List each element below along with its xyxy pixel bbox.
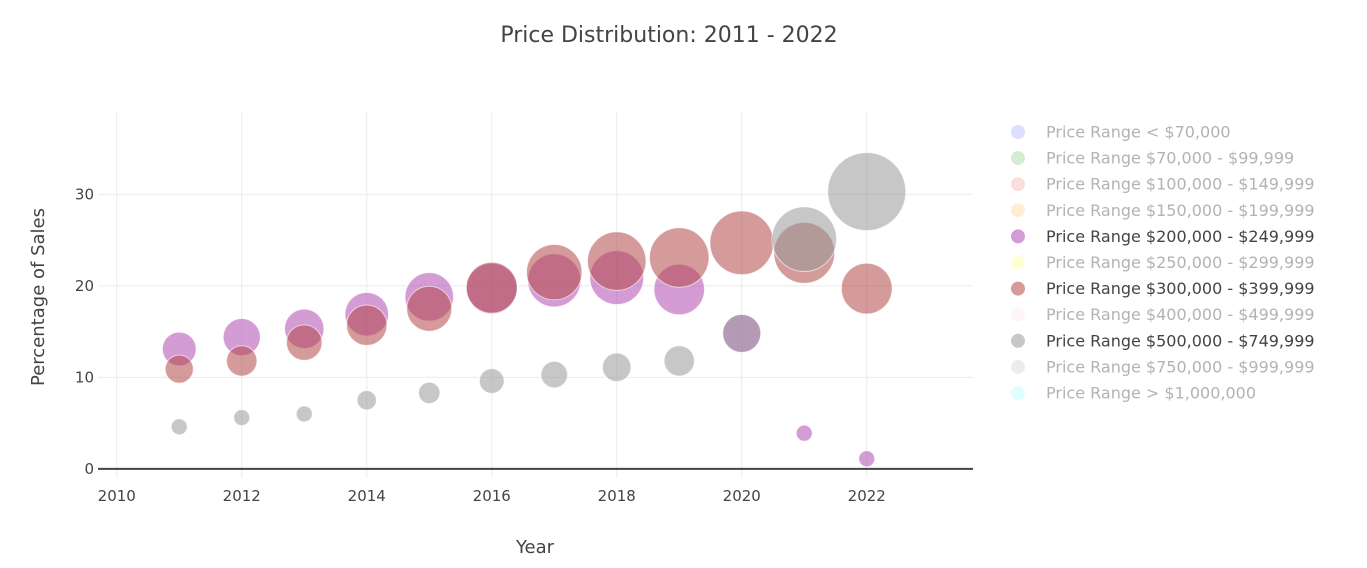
legend-marker [1011, 333, 1025, 348]
x-tick-label: 2010 [98, 487, 136, 505]
bubble-point[interactable] [587, 231, 647, 291]
legend-item[interactable]: Price Range $150,000 - $199,999 [1011, 201, 1315, 220]
bubble-point[interactable] [709, 210, 775, 276]
bubble-point[interactable] [795, 424, 813, 442]
bubble-point[interactable] [478, 368, 505, 394]
legend-label: Price Range $150,000 - $199,999 [1046, 201, 1315, 220]
legend-marker [1011, 281, 1025, 296]
x-tick-label: 2012 [223, 487, 261, 505]
y-axis-label: Percentage of Sales [28, 208, 49, 386]
x-tick-label: 2022 [848, 487, 886, 505]
legend-item[interactable]: Price Range $400,000 - $499,999 [1011, 305, 1315, 324]
legend-label: Price Range > $1,000,000 [1046, 384, 1256, 403]
bubble-point[interactable] [663, 345, 695, 377]
bubble-point[interactable] [356, 390, 377, 411]
bubble-point[interactable] [465, 261, 518, 314]
bubble-point[interactable] [406, 285, 453, 332]
legend-label: Price Range < $70,000 [1046, 123, 1231, 142]
legend: Price Range < $70,000 Price Range $70,000… [1011, 123, 1315, 403]
bubble-point[interactable] [526, 243, 583, 301]
legend-item[interactable]: Price Range $750,000 - $999,999 [1011, 357, 1315, 376]
legend-item[interactable]: Price Range $500,000 - $749,999 [1011, 331, 1315, 350]
bubble-point[interactable] [540, 360, 569, 389]
legend-label: Price Range $750,000 - $999,999 [1046, 357, 1315, 376]
legend-label: Price Range $100,000 - $149,999 [1046, 175, 1315, 194]
x-tick-label: 2014 [348, 487, 386, 505]
legend-item[interactable]: Price Range > $1,000,000 [1011, 384, 1256, 403]
y-tick-label: 0 [84, 460, 94, 478]
legend-label: Price Range $70,000 - $99,999 [1046, 149, 1294, 168]
bubble-point[interactable] [840, 262, 893, 315]
legend-label: Price Range $200,000 - $249,999 [1046, 227, 1315, 246]
x-tick-label: 2018 [598, 487, 636, 505]
legend-item[interactable]: Price Range $200,000 - $249,999 [1011, 227, 1315, 246]
legend-item[interactable]: Price Range $300,000 - $399,999 [1011, 279, 1315, 298]
legend-marker [1011, 177, 1025, 192]
bubble-point[interactable] [295, 405, 313, 423]
legend-item[interactable]: Price Range $250,000 - $299,999 [1011, 253, 1315, 272]
bubble-point[interactable] [649, 227, 710, 288]
bubble-point[interactable] [226, 345, 258, 377]
legend-label: Price Range $400,000 - $499,999 [1046, 305, 1315, 324]
legend-marker [1011, 307, 1025, 322]
bubble-point[interactable] [858, 450, 876, 468]
bubble-point[interactable] [827, 152, 907, 232]
bubble-point[interactable] [601, 352, 632, 383]
legend-label: Price Range $500,000 - $749,999 [1046, 331, 1315, 350]
bubble-point[interactable] [418, 381, 441, 405]
legend-item[interactable]: Price Range < $70,000 [1011, 123, 1231, 142]
bubble-point[interactable] [346, 304, 388, 346]
legend-marker [1011, 203, 1025, 218]
x-tick-label: 2020 [723, 487, 761, 505]
bubble-point[interactable] [170, 418, 188, 436]
bubble-point[interactable] [771, 206, 838, 272]
bubble-point[interactable] [233, 409, 251, 427]
bubble-point[interactable] [164, 354, 194, 384]
legend-item[interactable]: Price Range $70,000 - $99,999 [1011, 149, 1294, 168]
y-tick-label: 20 [75, 277, 94, 295]
legend-marker [1011, 151, 1025, 166]
y-tick-label: 30 [75, 185, 94, 203]
legend-label: Price Range $300,000 - $399,999 [1046, 279, 1315, 298]
x-tick-label: 2016 [473, 487, 511, 505]
legend-marker [1011, 359, 1025, 374]
bubbles [161, 152, 907, 468]
legend-marker [1011, 125, 1025, 139]
x-axis-ticks: 2010 2012 2014 2016 2018 2020 2022 [98, 487, 886, 505]
y-axis-ticks: 0 10 20 30 [75, 185, 94, 478]
legend-marker [1011, 255, 1025, 270]
bubble-point[interactable] [285, 324, 323, 361]
legend-label: Price Range $250,000 - $299,999 [1046, 253, 1315, 272]
bubble-point[interactable] [722, 313, 762, 353]
legend-item[interactable]: Price Range $100,000 - $149,999 [1011, 175, 1315, 194]
legend-marker [1011, 386, 1025, 400]
x-axis-label: Year [515, 537, 555, 558]
chart-title: Price Distribution: 2011 - 2022 [500, 23, 837, 48]
legend-marker [1011, 229, 1025, 244]
y-tick-label: 10 [75, 368, 94, 386]
